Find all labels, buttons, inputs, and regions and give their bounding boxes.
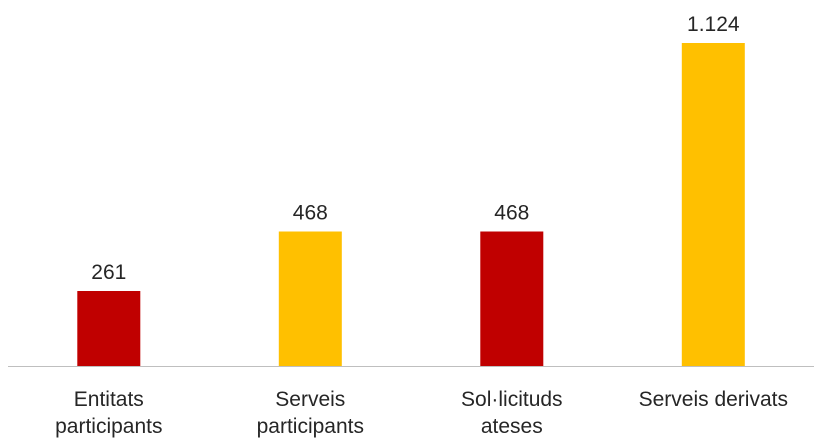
category-tick-label: Serveis derivats: [639, 388, 788, 411]
bar-value-label: 468: [494, 202, 529, 225]
bar: [681, 43, 745, 366]
bar-value-label: 1.124: [687, 13, 740, 36]
bar: [77, 291, 141, 366]
value-labels-group: 261 468 468 1.124: [91, 13, 740, 284]
bar-value-label: 261: [91, 261, 126, 284]
category-tick-label: Sol·licituds: [461, 388, 563, 411]
bar: [480, 231, 544, 366]
category-tick-label: participants: [55, 415, 162, 438]
bar: [278, 231, 342, 366]
category-tick-label: ateses: [481, 415, 543, 438]
category-labels-group: Entitats participants Serveis participants S…: [55, 388, 788, 438]
category-tick-label: participants: [257, 415, 364, 438]
bar-value-label: 468: [293, 202, 328, 225]
bars-group: [77, 43, 745, 366]
category-tick-label: Serveis: [275, 388, 345, 411]
category-tick-label: Entitats: [74, 388, 144, 411]
